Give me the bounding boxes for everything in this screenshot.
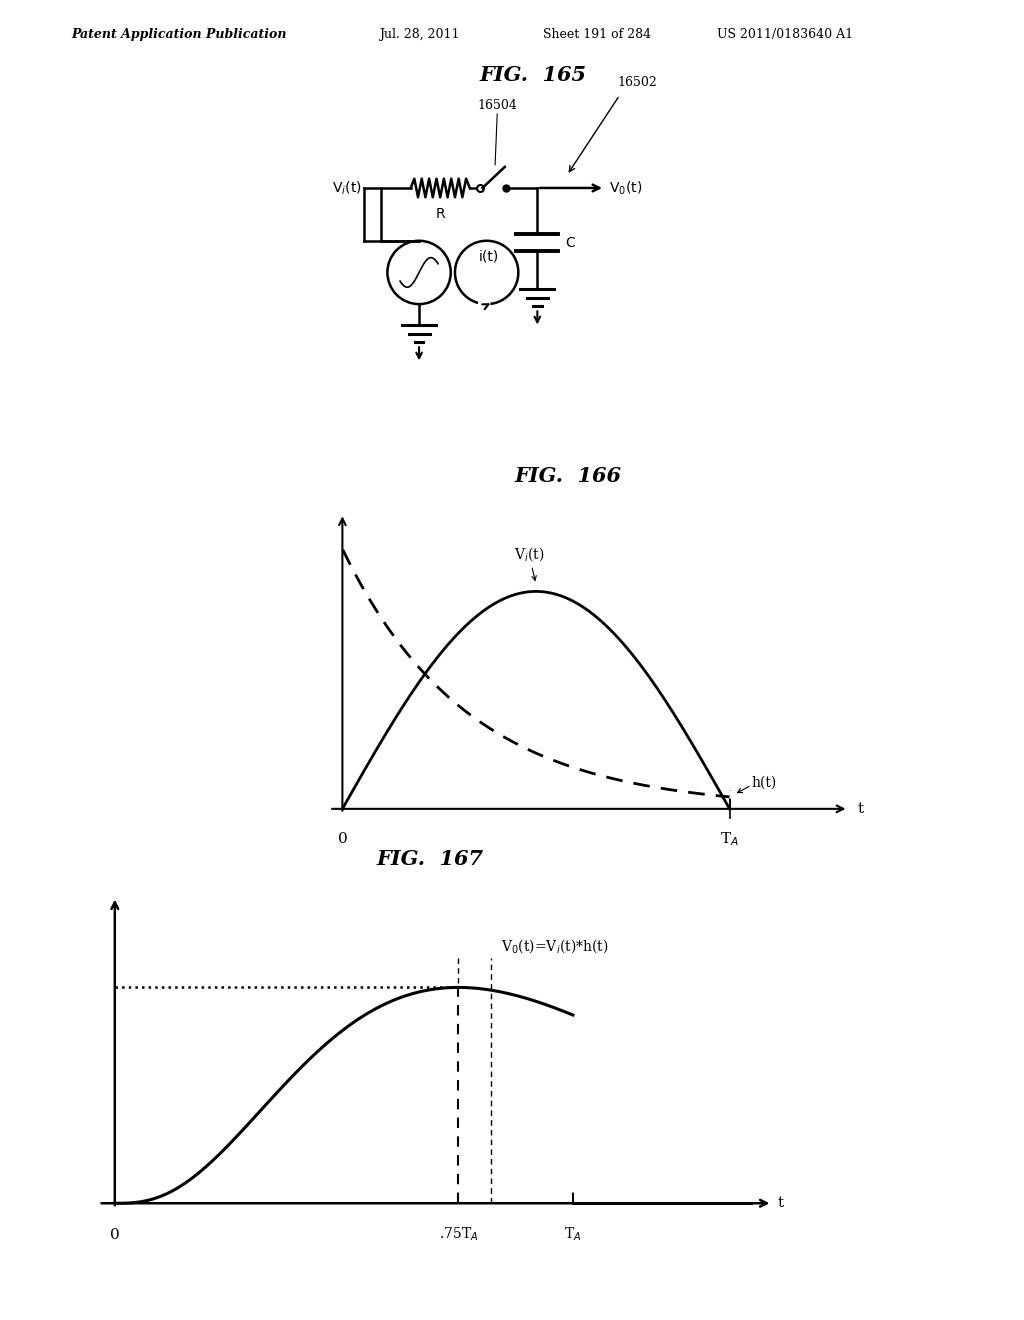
Text: T$_A$: T$_A$ (564, 1225, 582, 1242)
Text: V$_0$(t)=V$_i$(t)*h(t): V$_0$(t)=V$_i$(t)*h(t) (502, 937, 609, 954)
Text: T$_A$: T$_A$ (720, 830, 739, 847)
Text: V$_i$(t): V$_i$(t) (514, 545, 545, 564)
Text: R: R (435, 207, 445, 220)
Text: Sheet 191 of 284: Sheet 191 of 284 (543, 28, 651, 41)
Text: t: t (777, 1196, 783, 1210)
Text: V$_i$(t): V$_i$(t) (332, 180, 362, 197)
Text: .75T$_A$: .75T$_A$ (438, 1225, 478, 1242)
Text: FIG.  166: FIG. 166 (515, 466, 622, 486)
Text: 16504: 16504 (477, 99, 517, 112)
Text: h(t): h(t) (752, 776, 777, 789)
Text: V$_0$(t): V$_0$(t) (609, 180, 642, 197)
Text: 16502: 16502 (617, 75, 657, 88)
Text: US 2011/0183640 A1: US 2011/0183640 A1 (717, 28, 853, 41)
Text: 0: 0 (338, 833, 347, 846)
Text: 0: 0 (110, 1228, 120, 1242)
Text: t: t (857, 801, 863, 816)
Text: Patent Application Publication: Patent Application Publication (72, 28, 287, 41)
Text: FIG.  165: FIG. 165 (479, 66, 587, 86)
Text: Jul. 28, 2011: Jul. 28, 2011 (379, 28, 460, 41)
Text: FIG.  167: FIG. 167 (377, 849, 483, 869)
Text: C: C (565, 236, 574, 249)
Text: i(t): i(t) (478, 249, 499, 264)
